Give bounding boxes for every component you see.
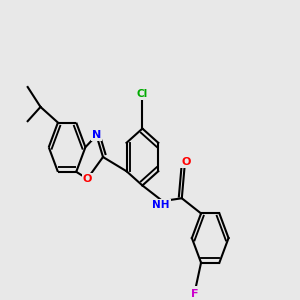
Text: NH: NH: [152, 200, 170, 210]
Text: O: O: [82, 174, 92, 184]
Text: O: O: [181, 157, 190, 167]
Text: Cl: Cl: [137, 89, 148, 99]
Text: N: N: [92, 130, 101, 140]
Text: F: F: [191, 289, 199, 298]
